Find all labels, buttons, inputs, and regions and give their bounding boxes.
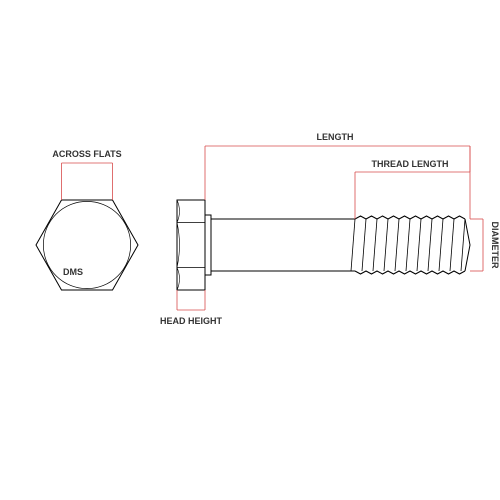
bolt-tip <box>465 219 470 271</box>
label-head-height: HEAD HEIGHT <box>160 316 223 326</box>
label-dms: DMS <box>63 267 83 277</box>
label-diameter: DIAMETER <box>490 222 500 270</box>
label-length: LENGTH <box>317 132 354 142</box>
hex-head-outline <box>36 200 138 290</box>
thread-flank <box>439 219 443 271</box>
thread-flank <box>362 219 366 271</box>
thread-flank <box>384 219 388 271</box>
bolt-diagram: ACROSS FLATS DMS LENGTH THREAD LENGTH DIAMET… <box>0 0 500 500</box>
thread-flank <box>406 219 410 271</box>
thread-flank <box>395 219 399 271</box>
bolt-flange <box>205 215 211 275</box>
thread-crest-top <box>355 216 465 219</box>
thread-flank <box>417 219 421 271</box>
thread-flank <box>461 219 465 271</box>
hex-chamfer-circle <box>43 201 130 288</box>
label-thread-length: THREAD LENGTH <box>372 159 449 169</box>
label-across-flats: ACROSS FLATS <box>52 149 121 159</box>
thread-flank <box>428 219 432 271</box>
thread-flank <box>373 219 377 271</box>
thread-flank <box>450 219 454 271</box>
thread-flank <box>351 219 355 271</box>
thread-crest-bot <box>355 271 465 274</box>
bolt-head-side <box>177 200 205 290</box>
